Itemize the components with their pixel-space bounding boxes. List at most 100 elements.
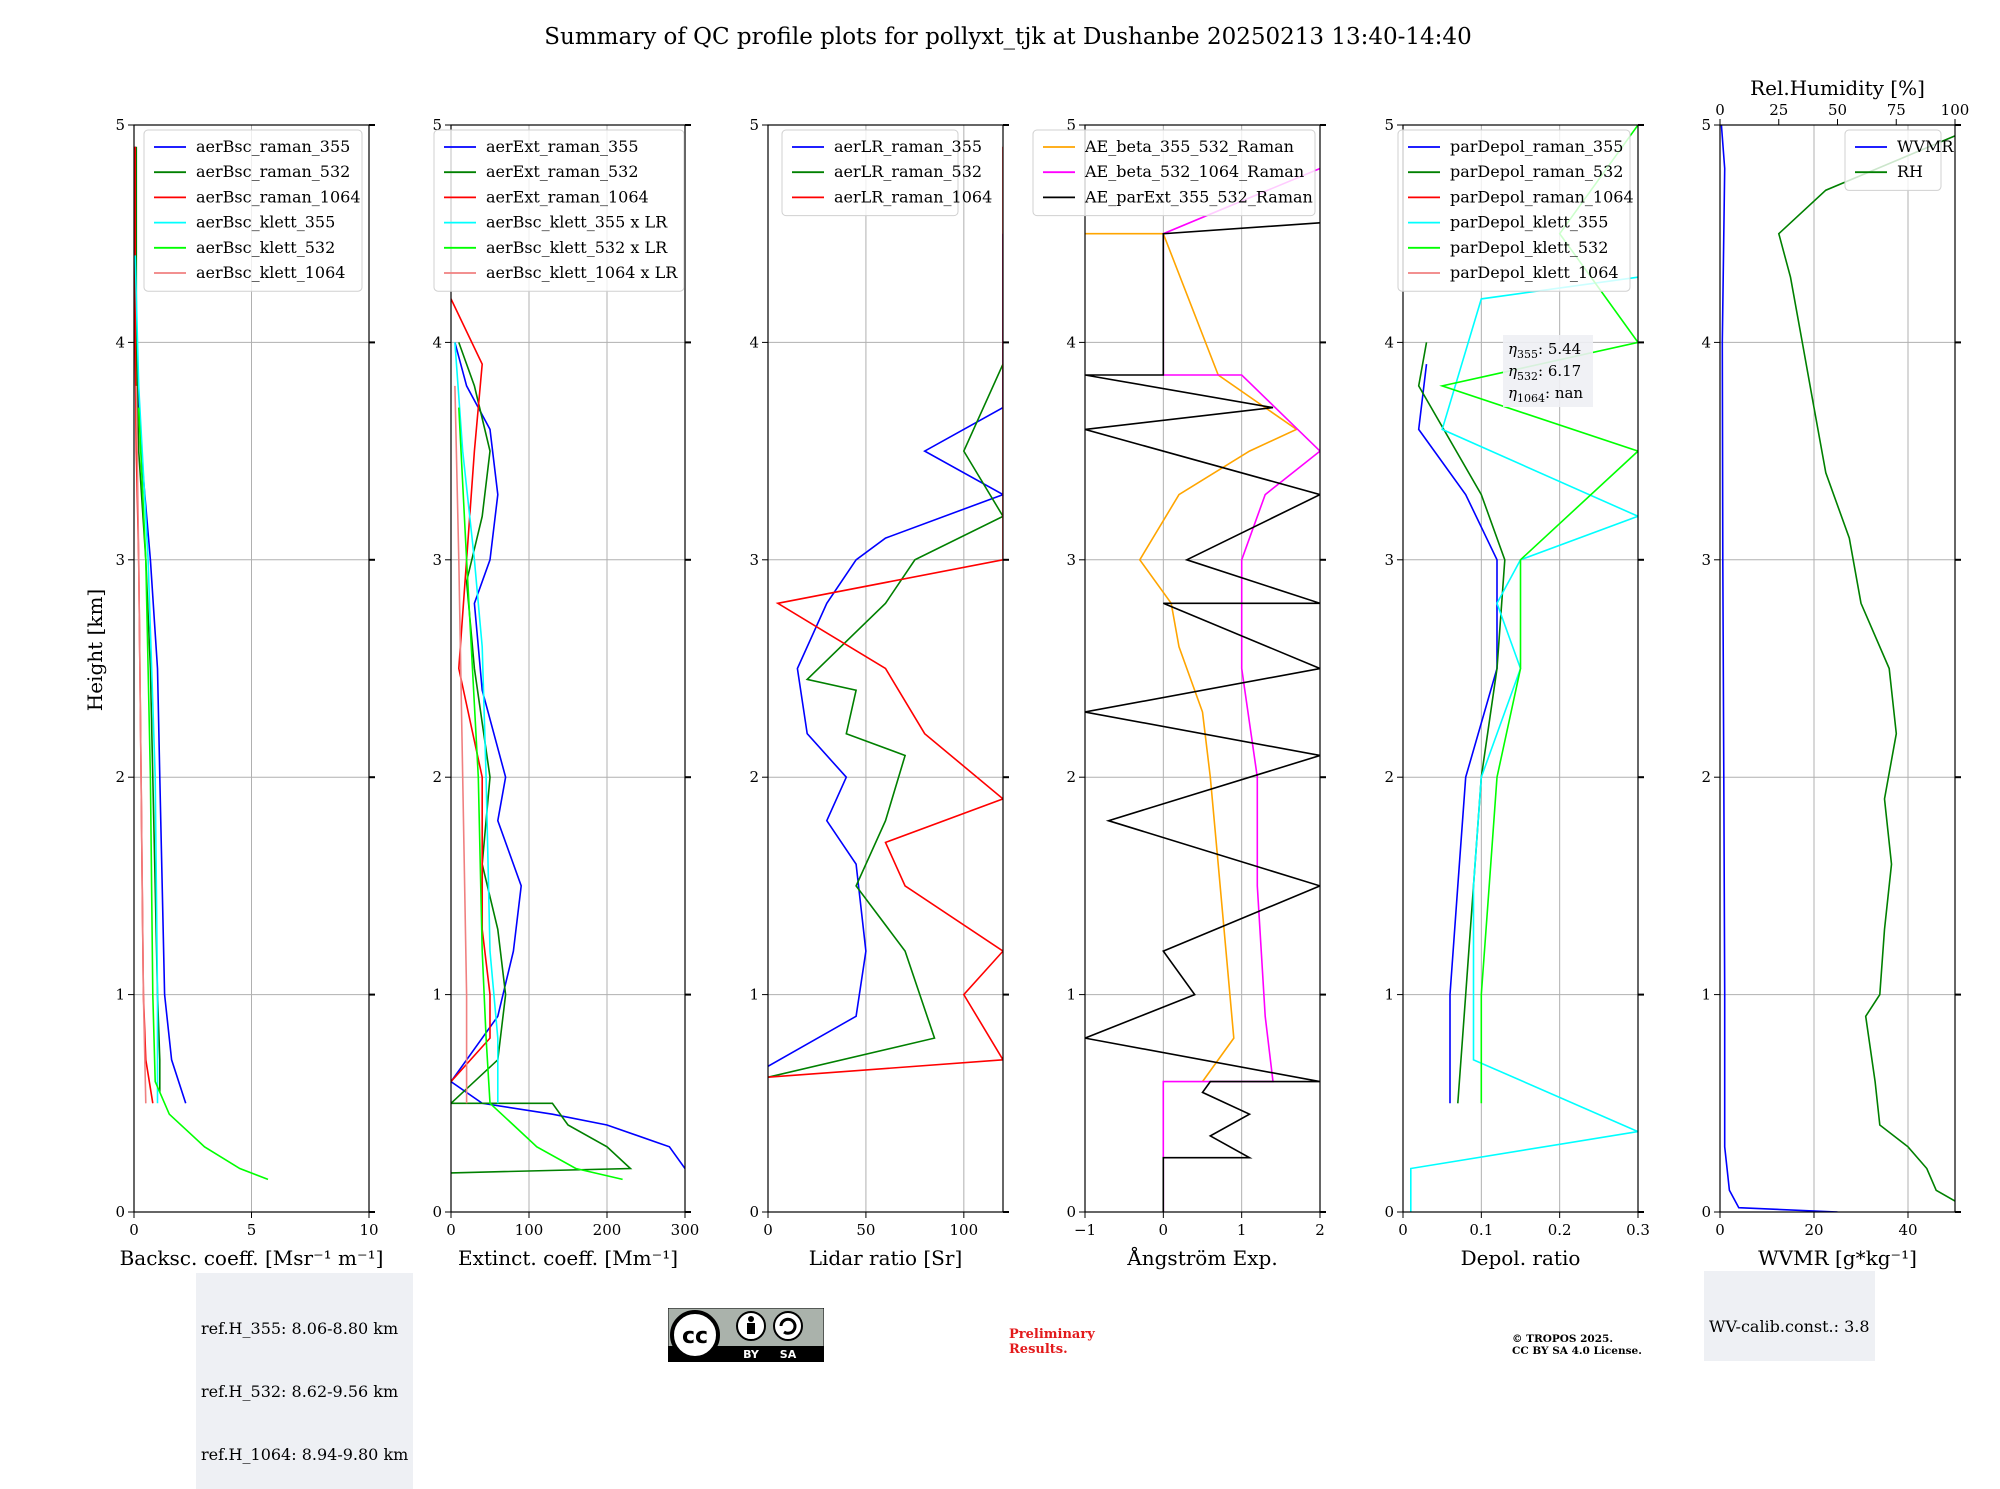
- ref-height-532: ref.H_532: 8.62-9.56 km: [201, 1382, 399, 1401]
- x-tick-label: 1: [1237, 1221, 1247, 1239]
- legend-label: AE_beta_355_532_Raman: [1084, 137, 1294, 156]
- x-tick-label: 2: [1315, 1221, 1325, 1239]
- series-line-aerBsc_klett_532 x LR: [458, 407, 623, 1181]
- y-tick-label: 5: [1701, 116, 1711, 134]
- ref-height-1064: ref.H_1064: 8.94-9.80 km: [201, 1445, 409, 1464]
- x2-tick-label: 50: [1828, 101, 1847, 119]
- axes-frame: [1084, 124, 1321, 1213]
- series-line-aerBsc_klett_532: [137, 407, 269, 1181]
- legend-label: parDepol_raman_532: [1450, 162, 1623, 181]
- wv-calib-box: WV-calib.const.: 3.8: [1704, 1271, 1875, 1361]
- panel-1: 0 5 10 0 1 2 3 4 5 Backsc. coeff. [Msr⁻¹ m⁻¹] aerB…: [115, 116, 383, 1270]
- y-tick-label: 3: [1066, 551, 1076, 569]
- legend-label: aerExt_raman_355: [486, 137, 639, 156]
- legend-label: aerBsc_raman_532: [196, 162, 350, 181]
- y-tick-label: 5: [1066, 116, 1076, 134]
- panel-6: 0 20 40 0 1 2 3 4 5 WVMR [g*kg⁻¹] 0 25 50 75 100 Rel.Hu…: [1701, 76, 1969, 1270]
- legend-label: AE_beta_532_1064_Raman: [1084, 162, 1304, 181]
- legend: AE_beta_355_532_Raman AE_beta_532_1064_Ra…: [1032, 129, 1316, 217]
- legend-box: [1397, 129, 1631, 292]
- series-line-parDepol_klett_532: [1439, 125, 1638, 1104]
- copyright-notice: © TROPOS 2025. CC BY SA 4.0 License.: [1512, 1333, 1642, 1357]
- legend-label: aerExt_raman_532: [486, 162, 639, 181]
- series-line-AE_parExt_355_532_Raman: [1085, 222, 1320, 1212]
- annotation-line: η1064: nan: [1508, 384, 1583, 405]
- y-tick-label: 1: [1701, 986, 1711, 1004]
- legend: aerLR_raman_355 aerLR_raman_532 aerLR_rama…: [781, 129, 992, 217]
- x-axis-label: Backsc. coeff. [Msr⁻¹ m⁻¹]: [120, 1246, 384, 1270]
- annotation-line: η532: 6.17: [1508, 362, 1581, 383]
- panel-3: 0 50 100 0 1 2 3 4 5 Lidar ratio [Sr] aerLR_raman_…: [749, 116, 1009, 1270]
- ref-height-355: ref.H_355: 8.06-8.80 km: [201, 1319, 399, 1338]
- y-tick-label: 2: [749, 768, 759, 786]
- y-tick-label: 4: [1701, 333, 1711, 351]
- y-axis-label: Height [km]: [83, 589, 107, 711]
- svg-text:cc: cc: [682, 1324, 708, 1349]
- legend-label: parDepol_klett_1064: [1450, 263, 1619, 282]
- series-line-aerBsc_klett_1064 x LR: [454, 385, 468, 1104]
- series-line-aerLR_raman_1064: [768, 146, 1003, 1078]
- series-line-parDepol_raman_355: [1417, 364, 1498, 1104]
- y-tick-label: 0: [432, 1203, 442, 1221]
- legend-box: [1844, 129, 1942, 191]
- x-tick-label: 200: [593, 1221, 622, 1239]
- y-tick-label: 1: [749, 986, 759, 1004]
- y-tick-label: 5: [1384, 116, 1394, 134]
- y-tick-label: 0: [1066, 1203, 1076, 1221]
- legend-label: aerBsc_klett_532: [196, 238, 335, 257]
- series-line-AE_beta_355_532_Raman: [1085, 232, 1299, 1083]
- legend: WVMR RH: [1844, 129, 1954, 191]
- x-axis-label: Ångström Exp.: [1126, 1245, 1277, 1270]
- y-tick-label: 1: [432, 986, 442, 1004]
- legend-box: [781, 129, 959, 217]
- y-tick-label: 1: [1066, 986, 1076, 1004]
- y-tick-label: 3: [1384, 551, 1394, 569]
- x-tick-label: 40: [1898, 1221, 1917, 1239]
- x2-tick-label: 75: [1887, 101, 1906, 119]
- series-line-aerExt_raman_1064: [451, 298, 491, 1083]
- y-tick-label: 2: [1701, 768, 1711, 786]
- reference-height-box: ref.H_355: 8.06-8.80 km ref.H_532: 8.62-…: [196, 1273, 414, 1489]
- y-tick-label: 4: [749, 333, 759, 351]
- y-tick-label: 5: [432, 116, 442, 134]
- y-tick-label: 0: [749, 1203, 759, 1221]
- legend: parDepol_raman_355 parDepol_raman_532 parD…: [1397, 129, 1634, 292]
- figure-canvas: Summary of QC profile plots for pollyxt_…: [83, 24, 1969, 1270]
- y-tick-label: 4: [115, 333, 125, 351]
- legend-label: aerLR_raman_1064: [834, 187, 992, 206]
- legend: aerExt_raman_355 aerExt_raman_532 aerExt_r…: [433, 129, 685, 292]
- legend-label: parDepol_klett_532: [1450, 238, 1608, 257]
- y-tick-label: 2: [115, 768, 125, 786]
- preliminary-results-label: Preliminary Results.: [1009, 1327, 1095, 1357]
- x-tick-label: 0: [446, 1221, 456, 1239]
- series-line-WVMR: [1720, 125, 1838, 1212]
- x-tick-label: 100: [515, 1221, 544, 1239]
- x2-tick-label: 100: [1941, 101, 1970, 119]
- y-tick-label: 4: [1066, 333, 1076, 351]
- x-axis-label: Lidar ratio [Sr]: [809, 1246, 963, 1270]
- axes-frame: [1719, 124, 1956, 1213]
- series-line-aerLR_raman_532: [768, 363, 1003, 1078]
- legend-box: [1032, 129, 1316, 217]
- x-tick-label: 0: [1715, 1221, 1725, 1239]
- y-tick-label: 3: [432, 551, 442, 569]
- y-tick-label: 1: [115, 986, 125, 1004]
- y-tick-label: 0: [1701, 1203, 1711, 1221]
- series-line-RH: [1777, 135, 1955, 1202]
- wv-calib-text: WV-calib.const.: 3.8: [1709, 1317, 1870, 1336]
- series-line-aerBsc_klett_355 x LR: [454, 342, 499, 1104]
- series-line-AE_beta_532_1064_Raman: [1162, 167, 1320, 1212]
- x-tick-label: −1: [1074, 1221, 1096, 1239]
- y-tick-label: 5: [749, 116, 759, 134]
- series-line-aerExt_raman_532: [451, 342, 633, 1174]
- x-tick-label: 0.2: [1548, 1221, 1572, 1239]
- y-tick-label: 3: [1701, 551, 1711, 569]
- x2-axis-label: Rel.Humidity [%]: [1750, 76, 1925, 100]
- y-tick-label: 1: [1384, 986, 1394, 1004]
- x2-tick-label: 0: [1715, 101, 1725, 119]
- x-tick-label: 50: [856, 1221, 875, 1239]
- annotation-line: η355: 5.44: [1508, 340, 1581, 361]
- x2-tick-label: 25: [1769, 101, 1788, 119]
- x-tick-label: 0.1: [1469, 1221, 1493, 1239]
- series-line-aerLR_raman_355: [768, 233, 1003, 1067]
